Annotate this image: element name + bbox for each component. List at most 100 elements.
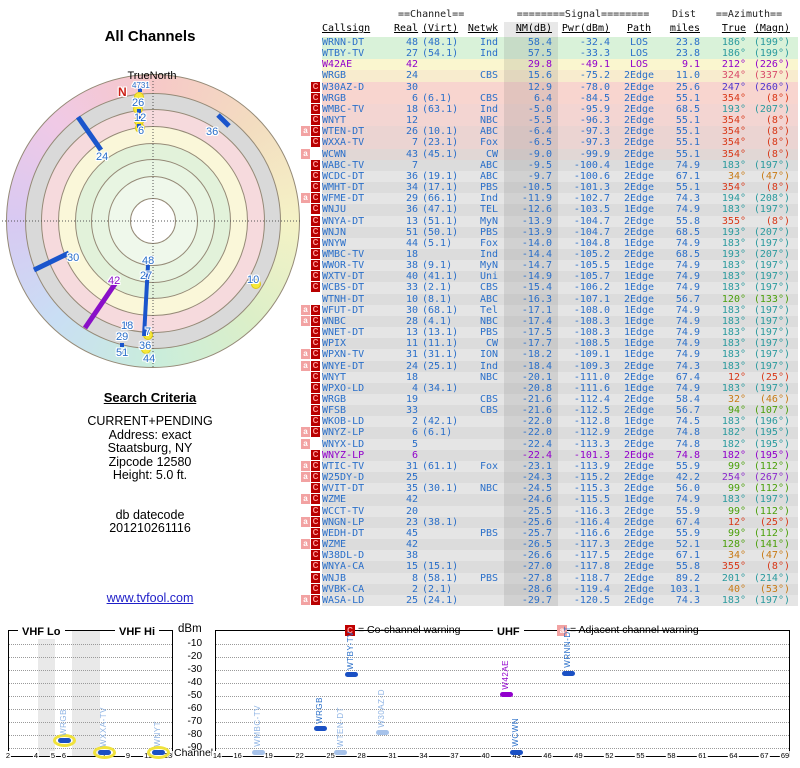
path: 2Edge [623, 460, 655, 472]
azimuth-true: 128° [721, 539, 746, 551]
tvfool-link[interactable]: www.tvfool.com [106, 591, 194, 605]
azimuth-true: 183° [721, 204, 746, 216]
frequency-gap-band [72, 631, 100, 756]
azimuth-true: 194° [721, 193, 746, 205]
signal-power: -119.4 [573, 583, 610, 595]
badge-slot-empty [301, 260, 310, 270]
network: Fox [479, 460, 498, 472]
signal-power: -33.3 [579, 48, 610, 60]
callsign: WXTV-DT [322, 271, 365, 283]
real-channel: 19 [405, 394, 418, 405]
noise-margin: -17.4 [504, 315, 558, 328]
table-rows: WRNN-DT 48 (48.1) Ind 58.4 -32.4 LOS 23.8 186° (1… [300, 37, 798, 606]
co-channel-badge: C [311, 271, 320, 282]
network: PBS [479, 572, 498, 584]
warning-badges: C [301, 159, 320, 170]
path: 2Edge [623, 148, 655, 160]
path: 1Edge [623, 327, 655, 339]
network: ABC [479, 159, 498, 171]
radar-channel-label: 44 [143, 353, 156, 365]
table-row: C WVIT-DT 35 (30.1) NBC -24.5 -115.3 2Edge 56.0 9… [311, 483, 798, 495]
adjacent-channel-badge: a [301, 594, 310, 605]
co-channel-badge: C [311, 427, 320, 438]
real-channel: 44 [405, 237, 418, 249]
signal-power: -49.1 [579, 59, 610, 71]
real-channel: 10 [405, 293, 418, 305]
network: NBC [479, 371, 498, 383]
azimuth-true: 120° [721, 293, 746, 305]
azimuth-magnetic: (208°) [753, 193, 790, 205]
table-row: C WXTV-DT 40 (41.1) Uni -14.9 -105.7 1Edge 74.9 1… [311, 271, 798, 283]
noise-margin: -13.9 [504, 215, 558, 227]
gridline [216, 735, 789, 736]
azimuth-magnetic: (197°) [753, 304, 790, 316]
table-row: C WPXO-LD 4 (34.1) -20.8 -111.6 1Edge 74.9 183° (… [311, 382, 798, 394]
callsign: WTNH-DT [322, 293, 365, 305]
warning-badges: C [301, 550, 320, 561]
co-channel-badge: C [311, 204, 320, 215]
adjacent-channel-badge: a [301, 438, 310, 449]
callsign: WVBK-CA [322, 583, 365, 595]
table-row: C WCDC-DT 36 (19.1) ABC -9.7 -100.6 2Edge 67.1 34… [311, 170, 798, 183]
network: MyN [479, 260, 498, 272]
distance-miles: 56.7 [675, 293, 700, 305]
virtual-channel: (11.1) [422, 338, 459, 350]
badge-slot-empty [301, 550, 310, 560]
azimuth-group-header: ==Azimuth== [715, 9, 783, 20]
virtual-channel [420, 405, 464, 416]
table-row: a C WTEN-DT 26 (10.1) ABC -6.4 -97.3 2Edge 55.1 35… [301, 126, 798, 138]
path: 2Edge [623, 182, 655, 194]
band-title: VHF Lo [18, 626, 65, 639]
table-row: a C WPXN-TV 31 (31.1) ION -18.2 -109.1 1Edge 74.9… [301, 349, 798, 361]
co-channel-badge: C [311, 572, 320, 583]
badge-slot-empty [311, 149, 320, 159]
noise-margin: -21.6 [504, 405, 558, 417]
signal-highlight [92, 745, 116, 759]
warning-badges: C [301, 248, 320, 259]
gridline [9, 657, 172, 658]
path: 2Edge [623, 427, 655, 439]
noise-margin: -24.5 [504, 483, 558, 495]
azimuth-magnetic: (197°) [753, 271, 790, 283]
network: MyN [479, 215, 498, 227]
azimuth-true: 12° [727, 371, 746, 383]
virtual-channel: (48.1) [422, 37, 459, 48]
legend-label: = Adjacent channel warning [570, 624, 699, 636]
network [464, 472, 504, 483]
channel-tick: 22 [294, 751, 305, 760]
radar-station-marker [145, 357, 149, 361]
path: 2Edge [623, 539, 655, 551]
signal-power: -115.5 [573, 494, 610, 506]
station-marker [561, 670, 575, 676]
callsign: WKOB-LD [322, 416, 365, 428]
noise-margin: 29.8 [504, 59, 558, 71]
network: CBS [479, 70, 498, 82]
path: 2Edge [623, 483, 655, 495]
distance-miles: 55.9 [675, 460, 700, 472]
signal-power: -96.3 [579, 115, 610, 127]
badge-slot-empty [301, 238, 310, 248]
azimuth-magnetic: (8°) [765, 182, 790, 194]
radar-channel-label: 42 [108, 275, 121, 287]
signal-power: -117.8 [573, 561, 610, 573]
dbm-tick-label: -90 [187, 742, 202, 753]
radar-overlay [2, 81, 302, 368]
co-channel-badge: C [311, 92, 320, 103]
table-row: a C WFME-DT 29 (66.1) Ind -11.9 -102.7 2Edge 74.3… [301, 193, 798, 205]
path: 1Edge [623, 494, 655, 506]
distance-miles: 74.8 [675, 449, 700, 461]
azimuth-true: 186° [721, 37, 746, 48]
azimuth-magnetic: (195°) [753, 427, 790, 439]
azimuth-magnetic: (197°) [753, 327, 790, 339]
radar-channel-label: N [118, 85, 127, 99]
real-channel: 40 [405, 271, 418, 283]
co-channel-badge: C [311, 382, 320, 393]
virtual-channel: (38.1) [422, 516, 459, 528]
path: 2Edge [623, 438, 655, 450]
table-row: C WNYT 12 NBC -5.5 -96.3 2Edge 55.1 354° (8°) [311, 115, 798, 127]
co-channel-badge: C [311, 182, 320, 193]
real-channel: 28 [405, 315, 418, 327]
station-marker [344, 671, 358, 677]
distance-miles: 55.9 [675, 527, 700, 539]
